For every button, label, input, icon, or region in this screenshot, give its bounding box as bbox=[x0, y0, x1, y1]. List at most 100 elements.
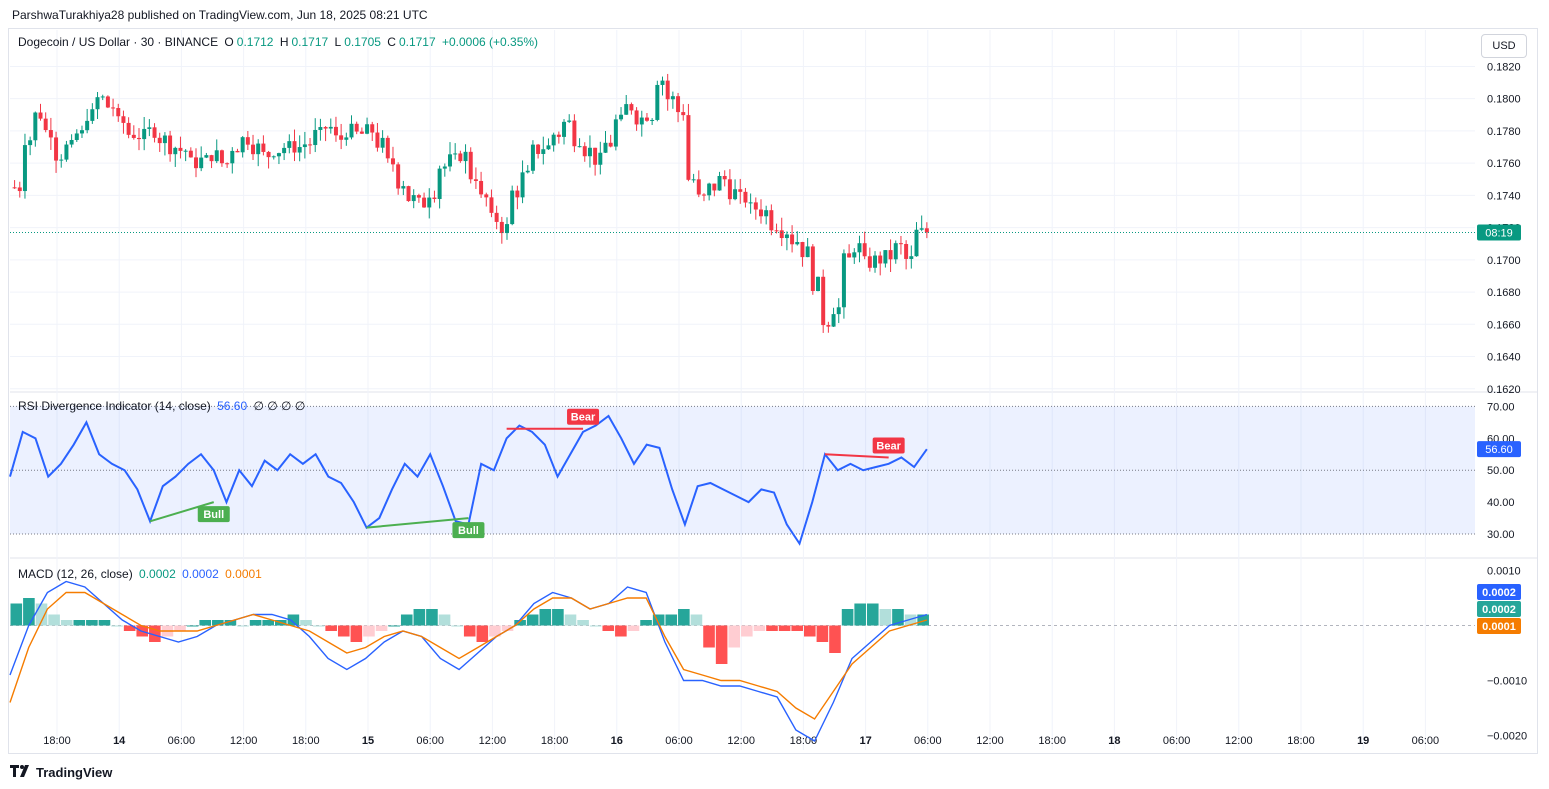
candle-body bbox=[873, 255, 878, 268]
macd-histogram-bar bbox=[841, 609, 854, 626]
x-tick-label: 18:00 bbox=[43, 735, 71, 747]
candle-body bbox=[380, 137, 385, 148]
rsi-axis-label: 70.00 bbox=[1487, 401, 1515, 413]
candle-body bbox=[251, 144, 256, 155]
candle-body bbox=[810, 246, 815, 292]
candle-body bbox=[551, 134, 556, 146]
candle-body bbox=[494, 212, 499, 222]
candle-body bbox=[784, 234, 789, 239]
candle-body bbox=[276, 153, 281, 157]
candle-body bbox=[468, 151, 473, 180]
candle-body bbox=[59, 159, 64, 161]
candle-body bbox=[816, 276, 820, 292]
macd-histogram-bar bbox=[489, 625, 501, 637]
macd-tag bbox=[1477, 601, 1521, 617]
candle-body bbox=[857, 243, 862, 253]
macd-histogram-bar bbox=[186, 625, 199, 627]
candle-body bbox=[219, 150, 224, 164]
macd-histogram-bar bbox=[413, 609, 426, 626]
macd-histogram-bar bbox=[778, 625, 791, 631]
macd-histogram-bar bbox=[552, 609, 564, 626]
candle-body bbox=[442, 166, 447, 169]
macd-histogram-bar bbox=[728, 625, 741, 648]
macd-axis-label: −0.0020 bbox=[1487, 731, 1527, 743]
macd-histogram-bar bbox=[741, 625, 753, 637]
x-tick-label: 15 bbox=[362, 735, 374, 747]
candle-body bbox=[919, 228, 924, 230]
macd-histogram-bar bbox=[577, 620, 589, 626]
candle-body bbox=[137, 137, 141, 140]
candle-body bbox=[665, 80, 670, 100]
price-axis-label: 0.1760 bbox=[1487, 158, 1521, 170]
macd-histogram-bar bbox=[892, 609, 904, 626]
candle-body bbox=[489, 197, 494, 213]
macd-histogram-bar bbox=[615, 625, 627, 637]
candle-body bbox=[753, 202, 758, 210]
candle-body bbox=[448, 154, 452, 167]
x-tick-label: 12:00 bbox=[479, 735, 507, 747]
candle-body bbox=[712, 183, 717, 191]
x-tick-label: 18:00 bbox=[1287, 735, 1315, 747]
candle-body bbox=[748, 202, 753, 204]
candle-body bbox=[629, 104, 634, 111]
candle-body bbox=[126, 122, 131, 135]
macd-histogram-bar bbox=[224, 620, 237, 626]
candle-body bbox=[69, 139, 74, 145]
candle-body bbox=[271, 156, 276, 158]
macd-tag bbox=[1477, 584, 1521, 600]
signal-line bbox=[9, 591, 928, 720]
candle-body bbox=[411, 195, 416, 202]
candle-body bbox=[541, 149, 546, 154]
candle-body bbox=[774, 230, 779, 232]
candle-body bbox=[603, 142, 608, 153]
close-value: 0.1717 bbox=[398, 35, 436, 49]
currency-button[interactable]: USD bbox=[1481, 34, 1527, 58]
candle-body bbox=[105, 96, 110, 108]
candle-body bbox=[178, 147, 183, 151]
candle-body bbox=[898, 243, 903, 245]
candle-body bbox=[821, 276, 826, 326]
candle-body bbox=[795, 242, 800, 245]
candle-body bbox=[328, 126, 333, 129]
symbol-legend: Dogecoin / US Dollar · 30 · BINANCE O 0.1… bbox=[18, 35, 541, 49]
price-axis-label: 0.1780 bbox=[1487, 126, 1521, 138]
candle-body bbox=[598, 152, 603, 165]
candle-body bbox=[261, 143, 266, 152]
divergence-line bbox=[366, 517, 469, 529]
macd-histogram-bar bbox=[199, 620, 212, 626]
candle-body bbox=[499, 221, 504, 234]
price-axis-label: 0.1700 bbox=[1487, 255, 1521, 267]
candle-body bbox=[292, 141, 297, 153]
candle-body bbox=[85, 120, 90, 131]
macd-histogram-bar bbox=[73, 620, 86, 626]
macd-histogram-bar bbox=[501, 625, 514, 631]
macd-histogram-bar bbox=[917, 614, 929, 626]
close-label: C bbox=[387, 35, 396, 49]
divergence-label: Bear bbox=[876, 440, 901, 452]
macd-histogram-bar bbox=[426, 609, 438, 626]
macd-histogram-bar bbox=[791, 625, 803, 631]
candle-body bbox=[28, 140, 33, 146]
macd-histogram-bar bbox=[388, 625, 400, 627]
candle-body bbox=[572, 120, 577, 147]
candle-body bbox=[686, 115, 691, 180]
candle-body bbox=[530, 144, 535, 171]
candle-body bbox=[458, 153, 463, 162]
candle-body bbox=[909, 256, 914, 259]
macd-axis-label: 0.0010 bbox=[1487, 566, 1521, 578]
candle-body bbox=[593, 147, 598, 165]
candle-body bbox=[841, 253, 846, 308]
macd-name: MACD (12, 26, close) bbox=[18, 567, 133, 581]
macd-tag bbox=[1477, 618, 1521, 634]
macd-histogram-bar bbox=[640, 620, 652, 626]
tradingview-footer[interactable]: TradingView bbox=[10, 764, 112, 780]
candle-body bbox=[116, 108, 121, 117]
macd-histogram-bar bbox=[10, 603, 23, 626]
x-tick-label: 18:00 bbox=[292, 735, 320, 747]
candle-body bbox=[354, 123, 359, 132]
x-tick-label: 19 bbox=[1357, 735, 1369, 747]
candle-body bbox=[390, 158, 395, 165]
macd-histogram-bar bbox=[665, 614, 678, 626]
candle-body bbox=[676, 96, 681, 113]
